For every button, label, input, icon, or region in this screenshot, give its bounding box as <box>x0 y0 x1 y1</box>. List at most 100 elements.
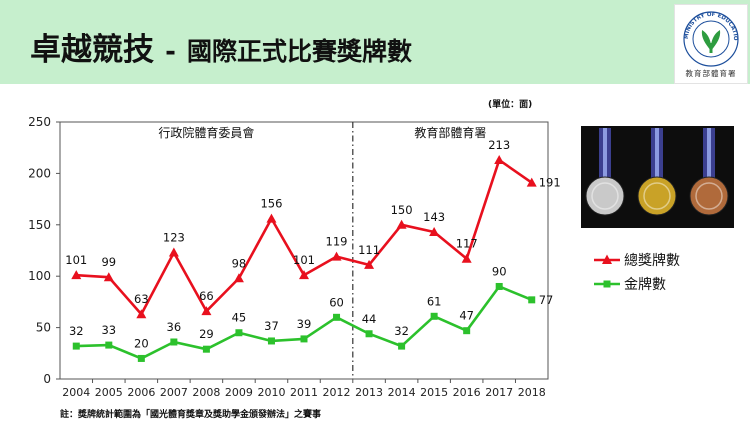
data-label-total: 63 <box>134 292 149 306</box>
medals-illustration <box>581 126 734 228</box>
logo-caption: 教育部體育署 <box>685 69 737 78</box>
data-label-gold: 77 <box>539 293 554 307</box>
data-point-gold <box>463 327 471 335</box>
data-label-total: 98 <box>232 256 247 270</box>
chart-footnote: 註：獎牌統計範圍為「國光體育獎章及獎助學金頒發辦法」之賽事 <box>60 410 322 420</box>
x-tick-label: 2014 <box>388 386 416 399</box>
data-label-gold: 90 <box>492 264 507 278</box>
data-point-total <box>168 247 179 257</box>
medals-photo <box>581 126 734 228</box>
period-label-right: 教育部體育署 <box>414 125 486 140</box>
data-point-total <box>136 309 147 319</box>
data-label-total: 150 <box>391 203 413 217</box>
data-point-total <box>429 226 440 236</box>
y-tick-label: 0 <box>43 372 51 386</box>
x-tick-label: 2009 <box>225 386 253 399</box>
data-point-gold <box>202 345 210 353</box>
medal-ribbon-stripe <box>655 128 659 178</box>
x-tick-label: 2012 <box>323 386 351 399</box>
medal-inner-ring <box>695 182 723 210</box>
medal-ribbon-stripe <box>707 128 711 178</box>
data-point-gold <box>137 354 145 362</box>
data-point-gold <box>495 282 503 290</box>
data-point-total <box>461 253 472 263</box>
ministry-emblem-icon: MINISTRY OF EDUCATION <box>673 1 739 67</box>
data-point-total <box>266 213 277 223</box>
data-label-total: 117 <box>456 237 478 251</box>
data-label-gold: 33 <box>101 323 116 337</box>
title-subtitle: 國際正式比賽獎牌數 <box>186 37 412 66</box>
data-point-total <box>494 155 505 165</box>
data-label-total: 111 <box>358 243 380 257</box>
legend-marker-green-square <box>594 280 620 288</box>
data-point-gold <box>170 338 178 346</box>
y-tick-label: 100 <box>28 269 51 283</box>
data-label-gold: 61 <box>427 294 442 308</box>
page-title: 卓越競技 - 國際正式比賽獎牌數 <box>30 24 412 69</box>
data-point-gold <box>72 342 80 350</box>
data-label-gold: 39 <box>297 317 312 331</box>
legend-item-gold: 金牌數 <box>594 272 680 296</box>
data-point-gold <box>333 313 341 321</box>
data-label-total: 156 <box>260 197 282 211</box>
data-point-gold <box>528 296 536 304</box>
x-tick-label: 2008 <box>192 386 220 399</box>
medal-inner-ring <box>591 182 619 210</box>
data-label-total: 101 <box>65 253 87 267</box>
y-tick-label: 250 <box>28 115 51 129</box>
medal-disc <box>585 176 625 216</box>
title-main: 卓越競技 <box>30 32 154 68</box>
data-point-total <box>331 251 342 261</box>
data-label-total: 119 <box>326 235 348 249</box>
medal-disc <box>637 176 677 216</box>
data-label-gold: 45 <box>232 311 247 325</box>
data-point-gold <box>398 342 406 350</box>
x-tick-label: 2010 <box>257 386 285 399</box>
data-point-total <box>71 270 82 280</box>
data-point-gold <box>430 312 438 320</box>
data-label-total: 101 <box>293 253 315 267</box>
data-point-gold <box>300 335 308 343</box>
y-tick-label: 150 <box>28 218 51 232</box>
unit-label: (單位：面) <box>488 100 533 110</box>
y-tick-label: 50 <box>36 321 51 335</box>
data-label-total: 66 <box>199 289 214 303</box>
legend-label-total: 總獎牌數 <box>624 253 680 269</box>
data-label-gold: 36 <box>167 320 182 334</box>
legend-label-gold: 金牌數 <box>624 277 666 293</box>
data-label-total: 123 <box>163 231 185 245</box>
data-point-total <box>396 219 407 229</box>
data-point-gold <box>267 337 275 345</box>
data-label-gold: 29 <box>199 327 214 341</box>
medal-ribbon-stripe <box>603 128 607 178</box>
title-separator: - <box>165 37 176 67</box>
x-tick-label: 2017 <box>485 386 513 399</box>
x-tick-label: 2004 <box>62 386 90 399</box>
data-point-gold <box>235 329 243 337</box>
x-tick-label: 2005 <box>95 386 123 399</box>
ministry-logo: MINISTRY OF EDUCATION 教育部體育署 <box>673 1 748 84</box>
data-point-total <box>233 273 244 283</box>
x-tick-label: 2015 <box>420 386 448 399</box>
y-tick-label: 200 <box>28 166 51 180</box>
data-point-total <box>299 270 309 280</box>
period-label-left: 行政院體育委員會 <box>158 125 254 140</box>
data-point-total <box>364 259 375 269</box>
data-label-gold: 37 <box>264 319 279 333</box>
chart-legend: 總獎牌數 金牌數 <box>594 248 680 296</box>
medal-inner-ring <box>643 182 671 210</box>
data-point-gold <box>105 341 113 349</box>
data-label-gold: 32 <box>69 324 84 338</box>
data-label-total: 213 <box>488 138 510 152</box>
data-label-gold: 47 <box>459 309 474 323</box>
data-label-gold: 32 <box>394 324 409 338</box>
x-tick-label: 2007 <box>160 386 188 399</box>
data-label-gold: 60 <box>329 295 344 309</box>
medal-disc <box>689 176 729 216</box>
data-label-total: 191 <box>539 176 561 190</box>
plot-area-frame <box>59 121 549 380</box>
x-tick-label: 2011 <box>290 386 318 399</box>
legend-marker-red-triangle <box>594 254 620 264</box>
data-point-total <box>526 177 537 187</box>
